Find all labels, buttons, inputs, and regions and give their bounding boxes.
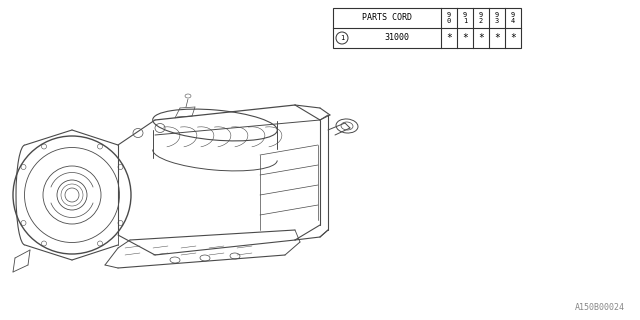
Text: 9
3: 9 3 (495, 12, 499, 24)
Text: *: * (462, 33, 468, 43)
Text: *: * (510, 33, 516, 43)
Text: *: * (494, 33, 500, 43)
Circle shape (336, 32, 348, 44)
Text: *: * (446, 33, 452, 43)
Text: PARTS CORD: PARTS CORD (362, 13, 412, 22)
Text: 1: 1 (340, 35, 344, 41)
Text: 9
0: 9 0 (447, 12, 451, 24)
Text: A150B00024: A150B00024 (575, 303, 625, 312)
Text: *: * (478, 33, 484, 43)
Text: 9
4: 9 4 (511, 12, 515, 24)
Text: 9
2: 9 2 (479, 12, 483, 24)
Text: 9
1: 9 1 (463, 12, 467, 24)
Bar (333, 8, 521, 48)
Text: 31000: 31000 (385, 34, 410, 43)
